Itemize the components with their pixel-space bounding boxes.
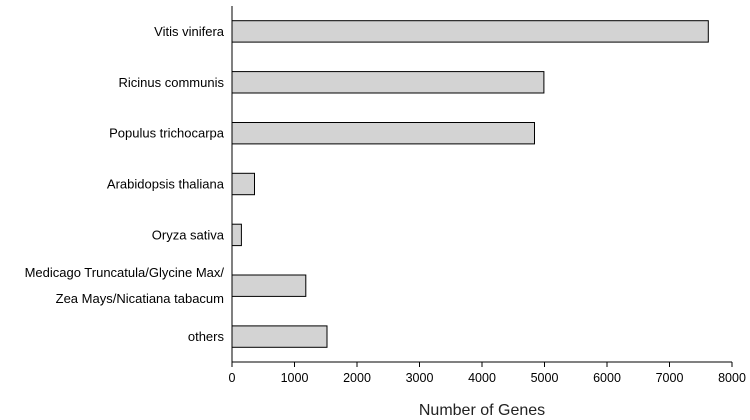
bar-5 — [231, 274, 307, 297]
x-tick-label-2: 2000 — [343, 371, 371, 385]
category-label-5-line-1: Zea Mays/Nicatiana tabacum — [56, 291, 224, 306]
x-tick-label-3: 3000 — [406, 371, 434, 385]
x-tick-label-5: 5000 — [531, 371, 559, 385]
x-tick-label-4: 4000 — [468, 371, 496, 385]
category-label-3: Arabidopsis thaliana — [107, 177, 225, 192]
bars-group — [231, 20, 709, 348]
x-tick-label-8: 8000 — [718, 371, 746, 385]
bar-1 — [231, 71, 545, 94]
bar-6 — [231, 325, 328, 348]
category-label-6: others — [188, 329, 225, 344]
x-tick-label-7: 7000 — [656, 371, 684, 385]
category-label-0: Vitis vinifera — [154, 24, 225, 39]
category-label-5-line-0: Medicago Truncatula/Glycine Max/ — [25, 265, 225, 280]
x-axis-title: Number of Genes — [419, 402, 545, 419]
x-tick-label-6: 6000 — [593, 371, 621, 385]
x-tick-label-1: 1000 — [281, 371, 309, 385]
bar-3 — [231, 172, 255, 196]
category-labels: Vitis vinifera Ricinus communis Populus tr… — [25, 24, 225, 344]
x-tick-label-0: 0 — [229, 371, 236, 385]
category-label-4: Oryza sativa — [152, 227, 225, 242]
bar-4 — [231, 223, 242, 247]
bar-2 — [231, 122, 535, 145]
axes-group: 0 1000 2000 3000 4000 5000 6000 7000 8000 — [229, 6, 746, 385]
category-label-2: Populus trichocarpa — [109, 126, 225, 141]
category-label-1: Ricinus communis — [119, 75, 225, 90]
bar-0 — [231, 20, 709, 43]
